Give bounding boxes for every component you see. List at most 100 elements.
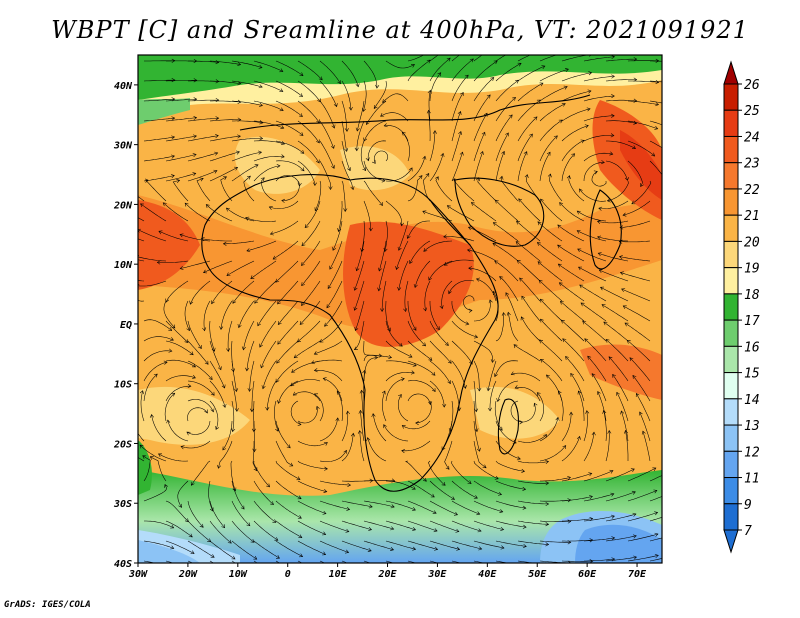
streamline-arrow [281,141,286,145]
streamline [649,517,662,522]
streamline-arrow [501,312,506,316]
streamline-arrow [383,123,388,128]
streamline [356,240,365,271]
streamline [210,100,241,103]
streamline-arrow [310,360,315,365]
streamline-arrow [365,157,370,162]
colorbar-swatch [723,109,739,137]
streamline [435,176,453,202]
streamline-arrow [227,539,232,544]
streamline-arrow [202,327,207,332]
streamline-arrow [677,82,680,86]
streamline-arrow [678,60,681,64]
streamline-arrow [500,526,505,531]
streamline [444,259,475,266]
streamline-arrow [539,339,544,344]
streamline-arrow [300,167,305,172]
credit-label: GrADS: IGES/COLA [4,600,91,610]
streamline [517,133,533,162]
streamline [275,460,301,480]
streamline [451,131,462,162]
streamline [583,493,614,502]
streamline [363,520,394,530]
streamline [561,319,585,342]
streamline-arrow [622,305,627,310]
streamline [260,340,277,368]
streamline [163,300,176,329]
streamline [398,220,409,251]
streamline-arrow [253,555,258,560]
streamline-arrow [539,82,544,87]
streamline-arrow [246,522,251,527]
colorbar-label: 23 [744,157,760,172]
streamline [329,240,343,270]
streamline-arrow [237,99,242,104]
streamline [516,220,541,242]
streamline-arrow [477,528,482,533]
streamline-arrow [608,356,613,361]
lat-tick-label: 10N [114,260,133,271]
streamline [319,80,337,107]
lon-tick-label: 60E [578,569,597,580]
colorbar-swatch [723,267,739,295]
streamline [314,393,324,422]
streamline [290,379,321,387]
lon-tick-label: 40E [478,569,497,580]
streamline [606,140,636,149]
streamline-arrow [260,364,265,369]
streamline [540,298,563,322]
streamline [341,500,373,508]
streamline [605,339,629,362]
streamline-arrow [610,492,615,497]
colorbar-label: 11 [744,472,760,487]
streamline-arrow [633,555,638,560]
streamline [143,336,174,342]
streamline [138,217,145,222]
streamline-arrow [171,565,174,568]
streamline [223,240,255,245]
streamline-arrow [345,528,350,533]
streamline [143,560,157,563]
streamline [598,252,629,262]
streamline [363,120,387,142]
streamline [429,72,442,102]
streamline [209,151,240,162]
streamline-arrow [458,130,463,135]
streamline [332,220,343,251]
streamline-arrow [651,152,656,157]
streamline [591,373,607,402]
streamline [341,100,348,132]
streamline-arrow [584,124,589,129]
streamline [597,391,607,422]
streamline [383,424,409,442]
streamline [275,60,304,76]
streamline-arrow [292,391,297,396]
streamline [497,380,519,402]
streamline-arrow [674,467,678,470]
streamline-arrow [606,198,611,203]
streamline-arrow [259,343,263,348]
streamline [561,108,591,122]
streamline [423,173,431,202]
streamline-arrow [217,366,222,371]
streamline-arrow [538,279,543,284]
streamline-arrow [486,387,491,392]
streamline-arrow [210,554,215,558]
streamline-arrow [633,57,638,62]
streamline-arrow [301,282,305,287]
streamline [206,204,233,222]
streamline [608,356,629,382]
streamline-arrow [345,549,350,554]
streamline [627,533,659,542]
streamline [584,558,615,562]
streamline-arrow [345,410,350,415]
streamline [627,140,655,157]
streamline [473,360,480,391]
streamline-arrow [350,186,355,191]
streamline [429,340,452,364]
streamline-arrow [330,144,335,149]
streamline-arrow [204,360,209,365]
streamline [557,244,585,262]
streamline-arrow [597,235,602,240]
colorbar-swatch [723,450,739,479]
